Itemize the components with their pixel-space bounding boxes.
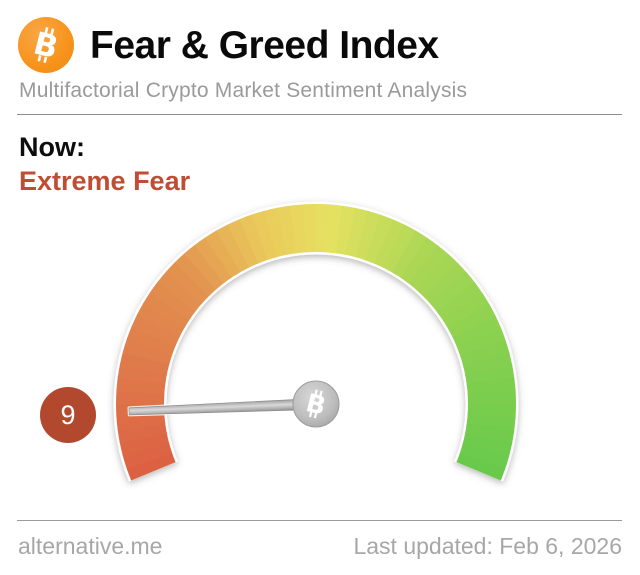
header-divider (17, 114, 622, 115)
footer-divider (17, 520, 622, 521)
now-label: Now: (19, 132, 85, 162)
page-title: Fear & Greed Index (90, 23, 439, 67)
gauge-value-badge: 9 (40, 387, 96, 443)
gauge-hub (292, 380, 340, 428)
header: B Fear & Greed Index (18, 17, 439, 73)
gauge-chart: B (113, 201, 519, 482)
gauge-arc (116, 204, 516, 481)
last-updated: Last updated: Feb 6, 2026 (353, 533, 622, 559)
bitcoin-logo-icon: B (18, 17, 74, 73)
site-link[interactable]: alternative.me (18, 533, 163, 559)
sentiment-classification: Extreme Fear (19, 166, 191, 196)
gauge: B (86, 174, 546, 504)
page-subtitle: Multifactorial Crypto Market Sentiment A… (19, 79, 468, 102)
